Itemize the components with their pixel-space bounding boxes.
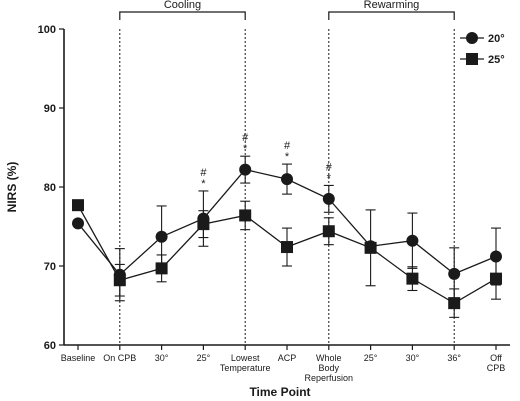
x-tick-label-line: On CPB	[103, 353, 136, 363]
significance-symbol: #	[326, 161, 333, 173]
x-tick-label: Lowest Temperature	[220, 353, 271, 373]
x-tick-label-line: 30°	[155, 353, 169, 363]
series-square	[72, 199, 502, 318]
x-tick-label-line: Reperfusion	[305, 373, 354, 383]
data-point-circle	[322, 192, 335, 205]
significance-symbol: #	[242, 132, 249, 144]
y-tick-label: 80	[44, 182, 56, 194]
data-point-square	[72, 199, 84, 212]
x-axis-title: Time Point	[249, 385, 310, 399]
phase-brackets: Cooling Rewarming	[119, 0, 455, 20]
significance-symbol: #	[284, 140, 291, 152]
data-series	[72, 155, 502, 318]
x-tick-label-line: 25°	[197, 353, 211, 363]
x-tick-label-line: Lowest	[231, 353, 260, 363]
x-tick-label-line: 25°	[364, 353, 378, 363]
y-tick-label: 100	[38, 24, 56, 36]
x-tick-label-line: 36°	[447, 353, 461, 363]
x-axis-ticks: Baseline On CPB 30° 25° Lowest Temperature ACP…	[61, 345, 506, 383]
data-point-square	[155, 262, 168, 275]
data-point-circle	[490, 250, 502, 263]
data-point-circle	[448, 267, 461, 280]
data-point-square	[281, 241, 293, 254]
x-tick-label: Off CPB	[487, 353, 506, 373]
data-point-circle	[406, 234, 419, 247]
data-point-square	[239, 209, 252, 222]
significance-symbol: *	[243, 143, 248, 155]
x-tick-label: 25°	[364, 353, 378, 363]
x-tick-label-line: 30°	[406, 353, 420, 363]
x-tick-label: 30°	[406, 353, 420, 363]
y-axis-ticks: 60 70 80 90 100	[38, 24, 64, 352]
x-tick-label-line: CPB	[487, 363, 506, 373]
x-tick-label-line: Whole	[316, 353, 342, 363]
y-tick-label: 90	[44, 103, 56, 115]
x-tick-label: Whole Body Reperfusion	[305, 353, 354, 383]
x-tick-label: 30°	[155, 353, 169, 363]
data-point-circle	[281, 173, 293, 186]
x-tick-label: ACP	[278, 353, 297, 363]
legend-marker-circle	[466, 32, 478, 44]
data-point-square	[406, 272, 419, 285]
data-point-square	[197, 218, 210, 231]
legend-label: 20°	[488, 33, 505, 45]
x-tick-label-line: Temperature	[220, 363, 271, 373]
phase-bracket	[119, 11, 246, 20]
x-tick-label: Baseline	[61, 353, 96, 363]
phase-bracket	[328, 11, 455, 20]
data-point-square	[364, 241, 377, 254]
y-tick-label: 70	[44, 261, 56, 273]
phase-label: Cooling	[164, 0, 201, 11]
phase-label: Rewarming	[364, 0, 420, 11]
legend: 20° 25°	[460, 32, 505, 66]
data-point-circle	[155, 230, 168, 243]
x-tick-label: On CPB	[103, 353, 136, 363]
x-tick-label: 25°	[197, 353, 211, 363]
significance-markers: *#*#*#*#	[200, 132, 332, 190]
x-tick-label-line: Off	[490, 353, 502, 363]
legend-label: 25°	[488, 54, 505, 66]
significance-symbol: #	[200, 167, 207, 179]
data-point-square	[322, 225, 335, 238]
x-tick-label-line: Baseline	[61, 353, 96, 363]
y-axis-title: NIRS (%)	[5, 162, 19, 213]
data-point-circle	[72, 217, 84, 230]
legend-marker-square	[466, 53, 478, 65]
x-tick-label-line: Body	[319, 363, 340, 373]
significance-symbol: *	[201, 178, 206, 190]
data-point-square	[448, 297, 461, 310]
data-point-circle	[239, 163, 252, 176]
data-point-square	[113, 274, 126, 287]
x-tick-label-line: ACP	[278, 353, 297, 363]
x-tick-label: 36°	[447, 353, 461, 363]
significance-symbol: *	[285, 151, 290, 163]
significance-symbol: *	[327, 172, 332, 184]
data-point-square	[490, 272, 502, 285]
y-tick-label: 60	[44, 340, 56, 352]
